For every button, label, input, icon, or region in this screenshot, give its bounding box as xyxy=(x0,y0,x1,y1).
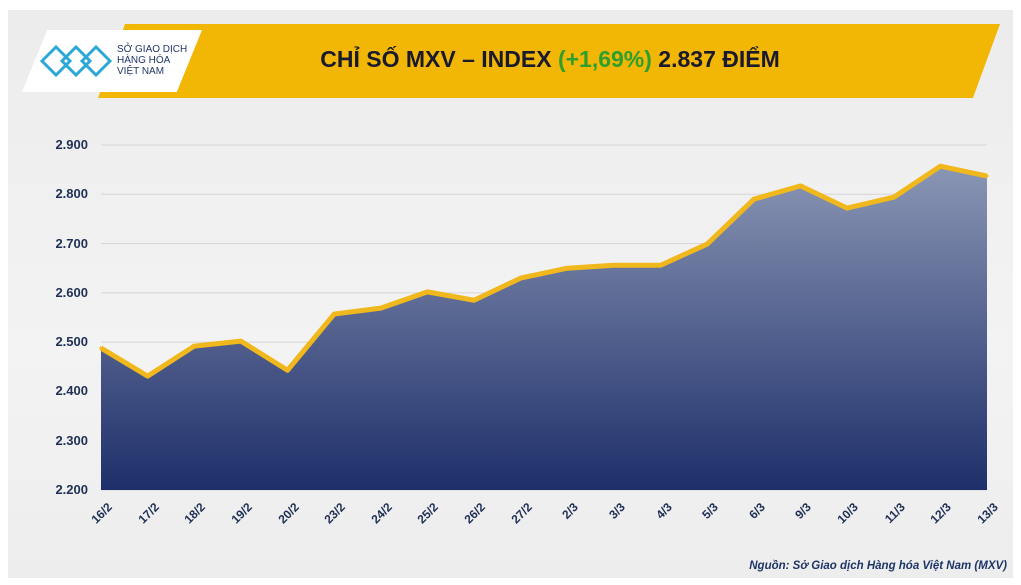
data-point xyxy=(286,368,290,372)
data-point xyxy=(845,206,849,210)
chart-title: CHỈ SỐ MXV – INDEX (+1,69%) 2.837 ĐIỂM xyxy=(230,46,870,73)
data-point xyxy=(798,184,802,188)
y-tick-label: 2.600 xyxy=(55,284,88,300)
data-point xyxy=(192,344,196,348)
title-value: 2.837 ĐIỂM xyxy=(651,46,780,72)
data-point xyxy=(472,298,476,302)
title-change: (+1,69%) xyxy=(557,46,652,72)
data-point xyxy=(659,263,663,267)
data-point xyxy=(146,374,150,378)
title-banner xyxy=(98,24,1000,98)
area-fill xyxy=(101,166,987,490)
series-line xyxy=(99,163,988,379)
logo-line: SỞ GIAO DỊCH xyxy=(117,44,188,55)
data-point xyxy=(705,242,709,246)
logo-mark-icon xyxy=(39,44,113,78)
data-point xyxy=(99,346,103,350)
data-point xyxy=(985,174,989,178)
y-tick-label: 2.700 xyxy=(55,235,88,251)
y-tick-label: 2.200 xyxy=(55,482,88,497)
y-tick-label: 2.300 xyxy=(55,432,88,448)
y-tick-label: 2.900 xyxy=(55,137,88,152)
data-point xyxy=(752,197,756,201)
logo-text: SỞ GIAO DỊCH HÀNG HÓA VIỆT NAM xyxy=(117,44,187,77)
data-point xyxy=(425,290,429,294)
data-point xyxy=(892,195,896,199)
logo xyxy=(22,30,202,92)
data-point xyxy=(612,263,616,267)
source-note: Nguồn: Sở Giao dịch Hàng hóa Việt Nam (M… xyxy=(749,560,1007,572)
y-tick-label: 2.400 xyxy=(55,383,88,399)
data-point xyxy=(379,306,383,310)
logo-line: VIỆT NAM xyxy=(117,66,165,77)
data-point xyxy=(332,312,336,316)
data-point xyxy=(519,276,523,280)
y-tick-label: 2.500 xyxy=(55,334,88,350)
title-text: CHỈ SỐ MXV – INDEX xyxy=(320,46,558,72)
data-point xyxy=(938,164,942,168)
data-point xyxy=(565,266,569,270)
data-point xyxy=(239,339,243,343)
y-tick-label: 2.800 xyxy=(55,186,88,202)
logo-line: HÀNG HÓA xyxy=(117,55,171,66)
